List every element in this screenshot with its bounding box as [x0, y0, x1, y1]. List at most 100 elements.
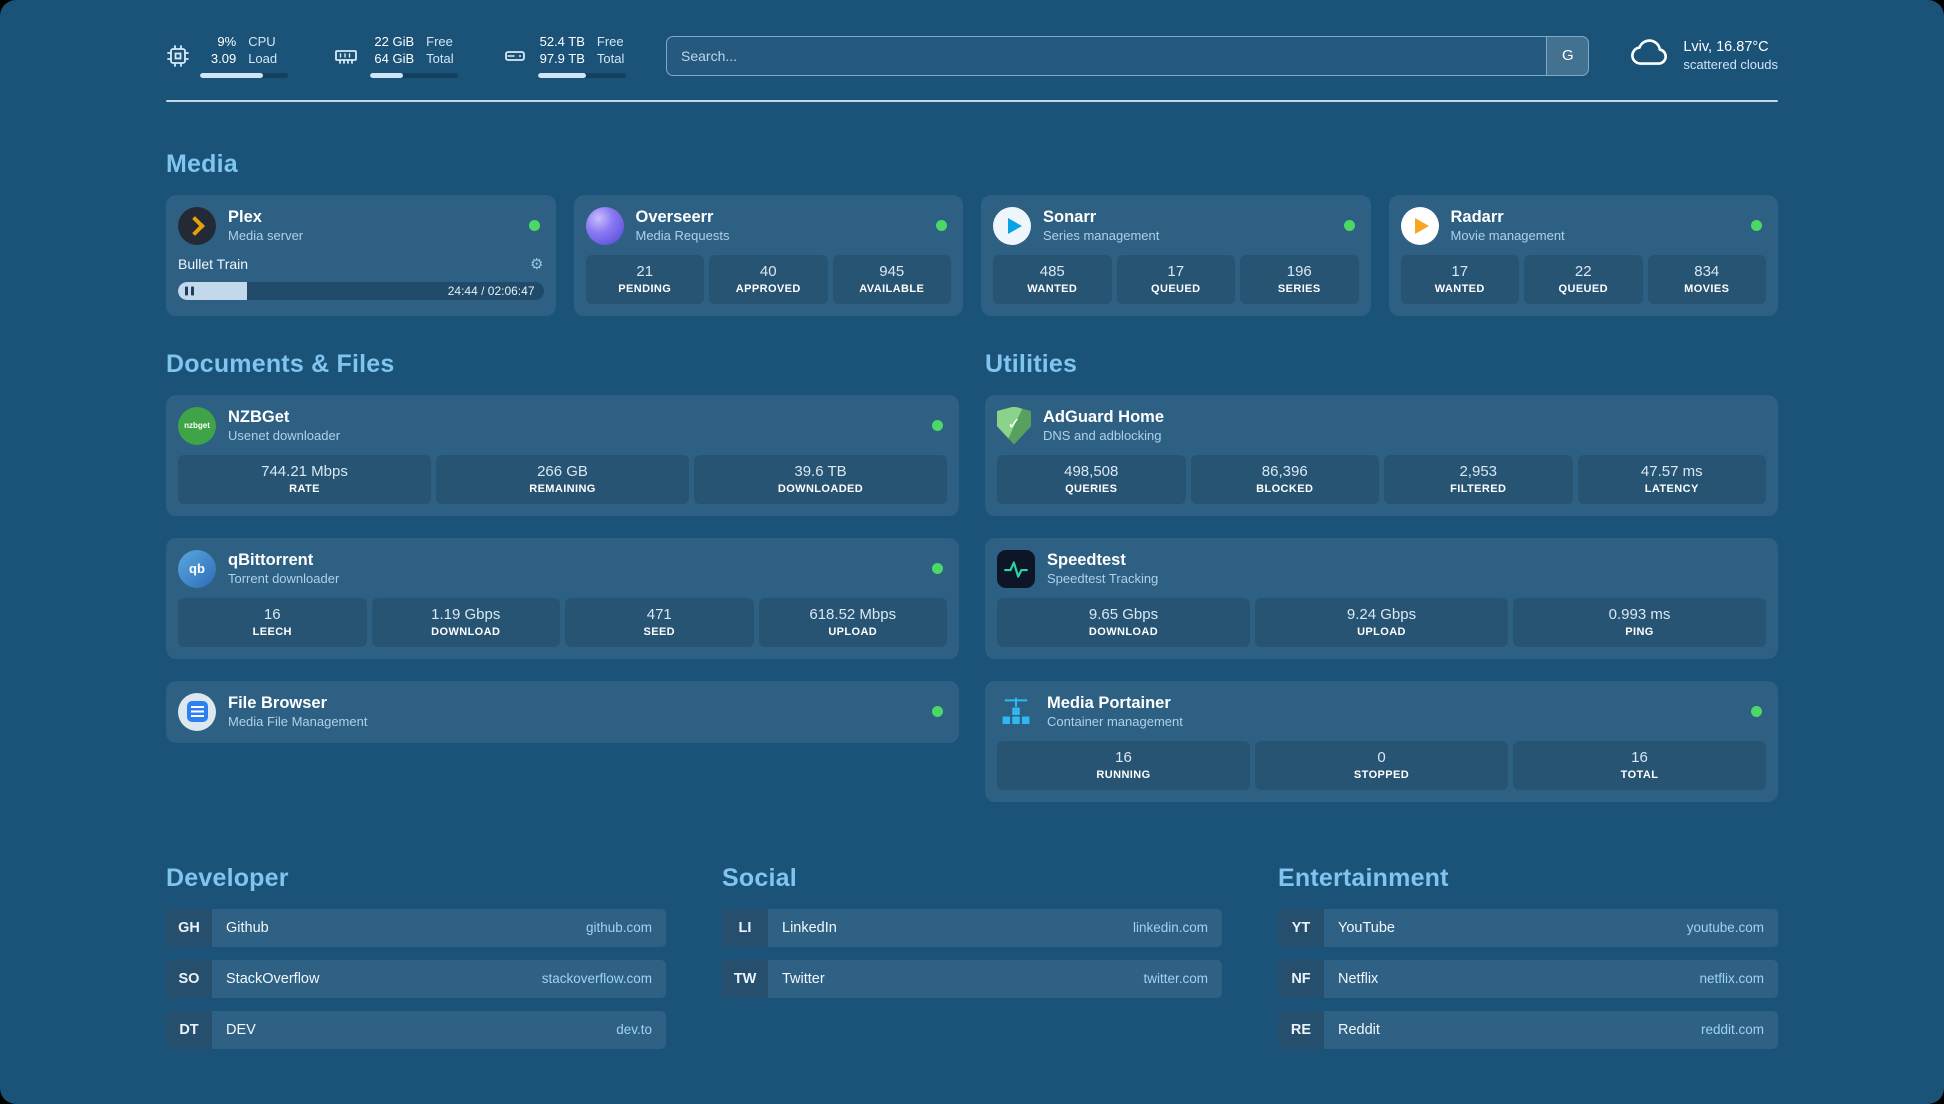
stat-wanted: 485 WANTED — [993, 254, 1112, 304]
stat-leech: 16 LEECH — [178, 597, 367, 647]
bookmark-abbr: LI — [722, 908, 768, 947]
stat-latency: 47.57 ms LATENCY — [1577, 454, 1766, 504]
bookmark-abbr: SO — [166, 959, 212, 998]
memory-widget: 22 GiB Free 64 GiB Total — [332, 34, 458, 78]
overseerr-card[interactable]: Overseerr Media Requests 21 PENDING 40 A… — [573, 194, 963, 316]
bookmark-youtube[interactable]: YT YouTube youtube.com — [1278, 908, 1778, 947]
social-group-title: Social — [722, 863, 797, 892]
stat-download: 1.19 Gbps DOWNLOAD — [371, 597, 560, 647]
app-description: Torrent downloader — [228, 571, 340, 587]
memory-free-label: Free — [426, 34, 453, 49]
stat-movies: 834 MOVIES — [1647, 254, 1766, 304]
bookmark-twitter[interactable]: TW Twitter twitter.com — [722, 959, 1222, 998]
status-dot — [1751, 706, 1762, 717]
sonarr-card[interactable]: Sonarr Series management 485 WANTED 17 Q… — [981, 194, 1371, 316]
bookmark-url: netflix.com — [1699, 971, 1764, 986]
app-description: Container management — [1047, 714, 1183, 730]
status-dot — [936, 220, 947, 231]
bookmark-abbr: RE — [1278, 1010, 1324, 1049]
search-input[interactable] — [667, 36, 1547, 75]
adguard-card[interactable]: AdGuard Home DNS and adblocking 498,508 … — [985, 394, 1778, 516]
status-dot — [1751, 220, 1762, 231]
sonarr-icon — [993, 206, 1031, 245]
portainer-icon — [997, 693, 1035, 731]
stat-queued: 17 QUEUED — [1116, 254, 1235, 304]
stat-upload: 618.52 Mbps UPLOAD — [758, 597, 947, 647]
stat-total: 16 TOTAL — [1513, 740, 1766, 790]
app-description: DNS and adblocking — [1043, 428, 1162, 444]
stat-download: 9.65 Gbps DOWNLOAD — [997, 597, 1250, 647]
cpu-usage-value: 9% — [217, 34, 237, 49]
app-description: Speedtest Tracking — [1047, 571, 1159, 587]
settings-gear-icon[interactable]: ⚙ — [530, 255, 544, 273]
media-section: Media Plex Media server Bullet Train ⚙ — [166, 150, 1778, 316]
app-name: Speedtest — [1047, 550, 1126, 569]
utilities-section: Utilities AdGuard Home DNS and adblockin… — [985, 350, 1778, 802]
qbittorrent-icon: qb — [178, 549, 216, 588]
disk-icon — [502, 44, 528, 68]
cpu-icon — [166, 44, 190, 68]
cpu-usage-label: CPU — [248, 34, 276, 49]
disk-free-value: 52.4 TB — [539, 34, 585, 49]
speedtest-card[interactable]: Speedtest Speedtest Tracking 9.65 Gbps D… — [985, 537, 1778, 659]
app-description: Media File Management — [228, 714, 368, 730]
bookmark-group-developer: Developer GH Github github.com SO StackO… — [166, 864, 666, 1049]
stat-running: 16 RUNNING — [997, 740, 1250, 790]
entertainment-group-title: Entertainment — [1278, 863, 1449, 892]
search-bar: G — [666, 35, 1590, 76]
bookmark-linkedin[interactable]: LI LinkedIn linkedin.com — [722, 908, 1222, 947]
playback-progress[interactable]: 24:44 / 02:06:47 — [178, 281, 544, 300]
bookmark-group-entertainment: Entertainment YT YouTube youtube.com NF … — [1278, 864, 1778, 1049]
app-name: Sonarr — [1043, 207, 1097, 226]
stat-available: 945 AVAILABLE — [832, 254, 951, 304]
stat-wanted: 17 WANTED — [1400, 254, 1519, 304]
cpu-widget: 9% CPU 3.09 Load — [166, 34, 288, 78]
stat-blocked: 86,396 BLOCKED — [1190, 454, 1379, 504]
bookmark-url: linkedin.com — [1132, 920, 1208, 935]
bookmark-reddit[interactable]: RE Reddit reddit.com — [1278, 1010, 1778, 1049]
media-section-title: Media — [166, 149, 238, 178]
nzbget-icon: nzbget — [178, 406, 216, 445]
bookmark-abbr: DT — [166, 1010, 212, 1049]
bookmark-name: StackOverflow — [226, 970, 320, 987]
bookmark-dev[interactable]: DT DEV dev.to — [166, 1010, 666, 1049]
now-playing-title: Bullet Train — [178, 255, 249, 272]
app-description: Media Requests — [635, 228, 730, 244]
status-dot — [932, 563, 943, 574]
stat-pending: 21 PENDING — [585, 254, 704, 304]
app-name: NZBGet — [228, 407, 290, 426]
radarr-card[interactable]: Radarr Movie management 17 WANTED 22 QUE… — [1388, 194, 1778, 316]
weather-location: Lviv, 16.87°C — [1683, 38, 1769, 55]
portainer-card[interactable]: Media Portainer Container management 16 … — [985, 680, 1778, 802]
qbittorrent-card[interactable]: qb qBittorrent Torrent downloader 16 LEE… — [166, 537, 959, 659]
adguard-shield-icon — [997, 406, 1031, 445]
bookmark-abbr: NF — [1278, 959, 1324, 998]
bookmark-netflix[interactable]: NF Netflix netflix.com — [1278, 959, 1778, 998]
documents-section: Documents & Files nzbget NZBGet Usenet d… — [166, 350, 959, 743]
developer-group-title: Developer — [166, 863, 289, 892]
app-description: Movie management — [1450, 228, 1565, 244]
bookmark-name: LinkedIn — [782, 919, 837, 936]
plex-icon — [178, 206, 216, 245]
bookmark-name: Twitter — [782, 970, 825, 987]
bookmark-stackoverflow[interactable]: SO StackOverflow stackoverflow.com — [166, 959, 666, 998]
cloud-icon — [1629, 37, 1671, 74]
app-name: AdGuard Home — [1043, 407, 1165, 426]
memory-icon — [332, 44, 360, 68]
filebrowser-card[interactable]: File Browser Media File Management — [166, 680, 959, 743]
disk-total-value: 97.9 TB — [539, 51, 585, 67]
stat-seed: 471 SEED — [565, 597, 754, 647]
plex-card[interactable]: Plex Media server Bullet Train ⚙ 24:44 /… — [166, 194, 556, 316]
stat-ping: 0.993 ms PING — [1513, 597, 1766, 647]
pause-button[interactable] — [185, 286, 194, 295]
search-engine-button[interactable]: G — [1546, 36, 1589, 75]
nzbget-card[interactable]: nzbget NZBGet Usenet downloader 744.21 M… — [166, 394, 959, 516]
app-description: Usenet downloader — [228, 428, 341, 444]
resource-widgets: 9% CPU 3.09 Load — [166, 34, 626, 78]
memory-free-value: 22 GiB — [374, 34, 415, 49]
status-dot — [1343, 220, 1355, 231]
bookmark-group-social: Social LI LinkedIn linkedin.com TW Twitt… — [722, 864, 1222, 1049]
bookmark-github[interactable]: GH Github github.com — [166, 908, 666, 947]
app-name: Radarr — [1450, 207, 1504, 226]
